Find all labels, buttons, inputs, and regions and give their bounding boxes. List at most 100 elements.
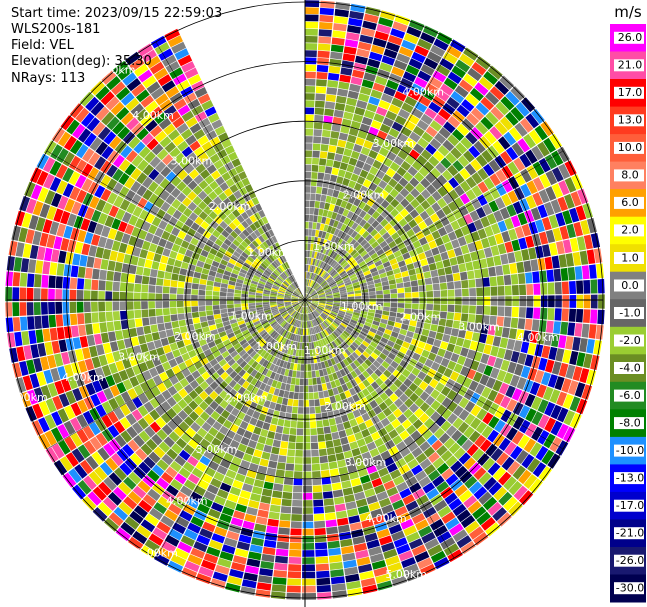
gate-cells <box>122 131 136 145</box>
gate-cells <box>310 254 362 296</box>
ring-label: 3.00km <box>196 443 238 456</box>
gate-cells <box>234 548 249 558</box>
gate-cells <box>84 301 277 324</box>
gate-cells <box>62 151 196 237</box>
gate-cells <box>335 146 345 155</box>
gate-cells <box>185 427 197 438</box>
gate-cells <box>310 189 340 280</box>
gate-cells <box>526 284 534 295</box>
gate-cells <box>583 294 591 309</box>
gate-cells <box>198 152 233 197</box>
gate-cells <box>235 235 285 282</box>
gate-cells <box>414 215 424 225</box>
gate-cells <box>259 568 273 577</box>
gate-cells <box>532 177 545 192</box>
gate-cells <box>28 259 291 299</box>
gate-cells <box>425 126 438 138</box>
gate-cells <box>328 83 361 190</box>
gate-cells <box>35 260 178 288</box>
gate-cells <box>556 423 576 443</box>
gate-cells <box>161 455 199 503</box>
gate-cells <box>414 76 428 89</box>
gate-cells <box>372 360 474 452</box>
gate-cells <box>87 491 102 506</box>
gate-cells <box>270 304 277 308</box>
gate-cells <box>233 335 253 350</box>
gate-cells <box>230 329 266 358</box>
field-label: Field: VEL <box>11 38 74 53</box>
gate-cells <box>566 223 576 239</box>
gate-cells <box>183 338 192 346</box>
gate-cells <box>147 311 297 501</box>
gate-cells <box>95 300 305 380</box>
gate-cells <box>233 510 246 520</box>
gate-cells <box>344 39 359 48</box>
gate-cells <box>331 212 338 220</box>
gate-cells <box>525 113 540 129</box>
gate-cells <box>388 268 446 285</box>
gate-cells <box>169 67 184 80</box>
gate-cells <box>36 153 49 170</box>
gate-cells <box>240 527 254 537</box>
gate-cells <box>487 462 501 476</box>
gate-cells <box>229 423 239 433</box>
gate-cells <box>381 504 422 582</box>
gate-cells <box>316 252 338 283</box>
gate-cells <box>331 242 371 278</box>
gate-cells <box>133 318 237 356</box>
gate-cells <box>487 429 523 460</box>
gate-cells <box>407 89 421 101</box>
gate-cells <box>463 457 476 470</box>
gate-cells <box>211 502 224 513</box>
gate-cells <box>417 38 449 82</box>
gate-cells <box>305 210 367 300</box>
gate-cells <box>136 185 288 289</box>
gate-cells <box>326 266 496 298</box>
gate-cells <box>188 305 301 450</box>
gate-cells <box>5 317 14 333</box>
gate-cells <box>551 255 560 269</box>
gate-cells <box>597 278 605 294</box>
gate-cells <box>19 361 29 376</box>
gate-cells <box>348 515 361 524</box>
gate-cells <box>127 480 151 505</box>
gate-cells <box>106 319 136 332</box>
gate-cells <box>314 318 409 493</box>
gate-cells <box>114 400 199 481</box>
gate-cells <box>312 296 362 300</box>
gate-cells <box>327 93 370 219</box>
gate-cells <box>92 380 103 393</box>
gate-cells <box>311 217 467 297</box>
gate-cells <box>83 290 220 301</box>
gate-cells <box>305 179 311 222</box>
gate-cells <box>540 307 548 320</box>
gate-cells <box>362 153 386 188</box>
gate-cells <box>523 260 532 273</box>
gate-cells <box>305 121 314 229</box>
gate-cells <box>222 313 289 371</box>
gate-cells <box>224 453 253 510</box>
gate-cells <box>91 290 241 301</box>
gate-cells <box>126 301 184 310</box>
gate-cells <box>209 248 224 259</box>
gate-cells <box>345 266 352 273</box>
gate-cells <box>470 126 483 140</box>
gate-cells <box>126 78 142 92</box>
gate-cells <box>68 300 305 363</box>
gate-cells <box>109 136 122 150</box>
gate-cells <box>590 279 598 294</box>
gate-cells <box>65 421 126 467</box>
gate-cells <box>471 62 487 76</box>
gate-cells <box>466 107 485 126</box>
gate-cells <box>42 328 51 342</box>
gate-cells <box>535 219 545 233</box>
gate-cells <box>507 180 538 204</box>
gate-cells <box>273 570 287 578</box>
gate-cells <box>171 41 302 294</box>
gate-cells <box>56 223 66 237</box>
gate-cells <box>149 421 161 433</box>
gate-cells <box>279 441 289 456</box>
ring-label: 3.00km <box>345 456 387 469</box>
gate-cells <box>283 420 297 493</box>
gate-cells <box>291 300 298 303</box>
